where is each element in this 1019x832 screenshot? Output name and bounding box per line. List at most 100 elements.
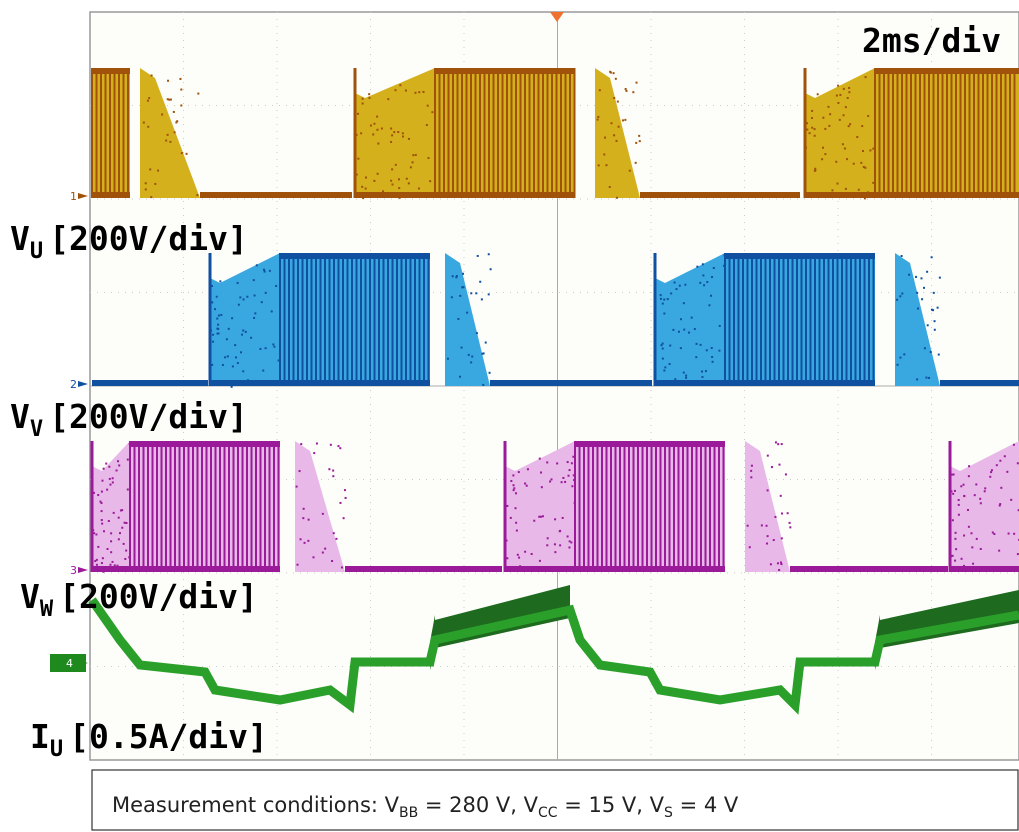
trace	[824, 153, 826, 155]
trace	[609, 186, 611, 188]
trace	[603, 153, 605, 155]
trace	[848, 125, 850, 127]
trace	[999, 460, 1001, 462]
trace	[457, 318, 459, 320]
trace	[683, 372, 685, 374]
trace	[662, 358, 664, 360]
trace	[151, 75, 153, 77]
trace	[127, 459, 129, 461]
trace	[176, 120, 178, 122]
trace	[829, 113, 831, 115]
trace	[843, 114, 845, 116]
trace	[939, 277, 941, 279]
trace	[669, 363, 671, 365]
trace	[864, 167, 866, 169]
trace	[811, 110, 813, 112]
trace	[418, 91, 420, 93]
trace	[246, 296, 248, 298]
trace	[242, 370, 244, 372]
trace	[254, 295, 256, 297]
trace	[674, 281, 676, 283]
trace	[222, 364, 224, 366]
channel-arrow	[78, 193, 88, 199]
trace	[853, 163, 855, 165]
trace	[984, 487, 986, 489]
trace	[700, 344, 702, 346]
trace	[766, 525, 768, 527]
trace	[217, 324, 219, 326]
trace	[861, 125, 863, 127]
channel-label: VW[200V/div]	[20, 577, 258, 622]
channel-label: IU[0.5A/div]	[30, 717, 268, 762]
trace	[761, 524, 763, 526]
trace	[339, 447, 341, 449]
trace	[539, 560, 541, 562]
trace	[168, 99, 170, 101]
trace	[706, 349, 708, 351]
trace	[663, 369, 665, 371]
channel-subscript: U	[50, 737, 63, 762]
trace	[828, 125, 830, 127]
trace	[234, 344, 236, 346]
trace	[335, 538, 337, 540]
trace	[932, 309, 934, 311]
trace	[597, 116, 599, 118]
trace	[660, 344, 662, 346]
trace	[145, 188, 147, 190]
trace	[570, 541, 572, 543]
trace	[955, 548, 957, 550]
trace	[483, 352, 485, 354]
trace	[406, 178, 408, 180]
trace	[694, 328, 696, 330]
trace	[231, 386, 233, 388]
trace	[147, 100, 149, 102]
trace	[361, 186, 363, 188]
trace	[238, 304, 240, 306]
trace	[934, 320, 936, 322]
trace	[186, 153, 188, 155]
trace	[112, 477, 114, 479]
trace	[456, 275, 458, 277]
trace	[961, 558, 963, 560]
trace	[908, 274, 910, 276]
trace	[990, 471, 992, 473]
trace	[847, 97, 849, 99]
trace	[921, 298, 923, 300]
trace	[253, 279, 255, 281]
channel-label: VU[200V/div]	[10, 219, 248, 264]
trace	[269, 270, 271, 272]
trace	[273, 346, 275, 348]
trace	[103, 468, 105, 470]
trace	[181, 152, 183, 154]
trace	[462, 273, 464, 275]
trace	[515, 507, 517, 509]
trace	[387, 98, 389, 100]
trace	[360, 132, 362, 134]
trace	[200, 192, 352, 198]
trace	[767, 535, 769, 537]
trace	[662, 303, 664, 305]
trace	[710, 295, 712, 297]
trace	[373, 123, 375, 125]
trace	[674, 378, 676, 380]
trace	[571, 462, 573, 464]
trace	[365, 177, 367, 179]
trace	[845, 106, 847, 108]
trace	[562, 517, 564, 519]
trace	[701, 371, 703, 373]
trace	[211, 301, 213, 303]
trace	[842, 143, 844, 145]
trace	[357, 158, 359, 160]
trace	[778, 569, 780, 571]
trace	[345, 497, 347, 499]
trace	[770, 563, 772, 565]
trace	[680, 347, 682, 349]
trace	[856, 136, 858, 138]
trace	[154, 183, 156, 185]
trace	[958, 504, 960, 506]
trace	[809, 132, 811, 134]
trace	[337, 445, 339, 447]
trace	[447, 358, 449, 360]
channel-subscript: W	[40, 597, 54, 622]
trace	[636, 82, 638, 84]
